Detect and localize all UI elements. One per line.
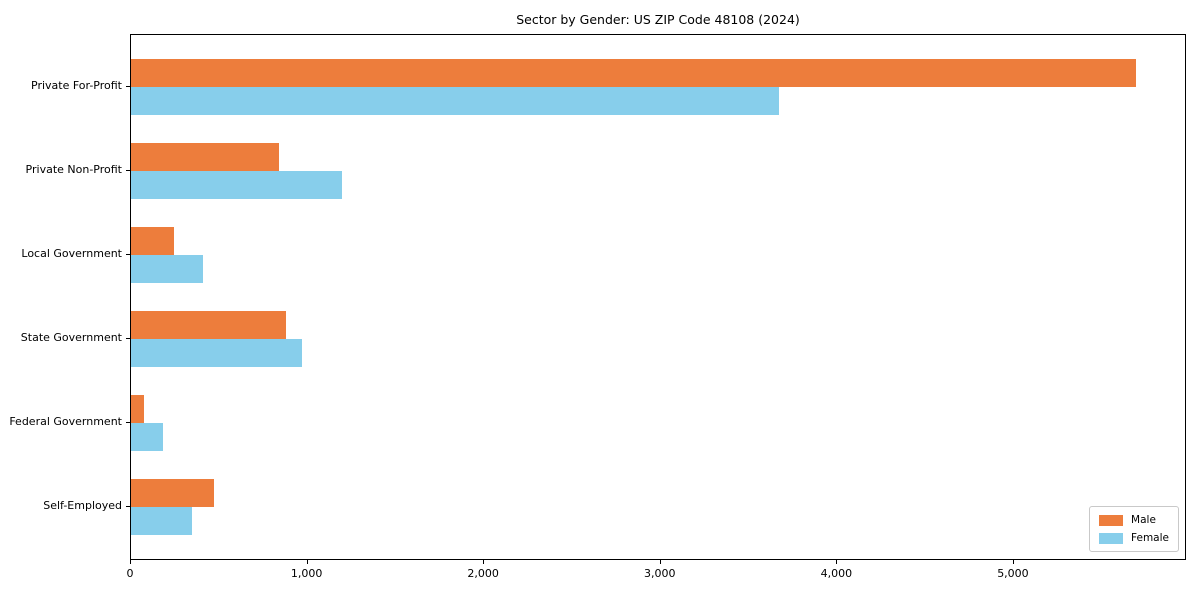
y-tick <box>126 86 130 87</box>
x-tick-label-3000: 3,000 <box>644 567 676 580</box>
bar-male-private-for-profit <box>131 59 1136 87</box>
legend-row-female: Female <box>1099 532 1169 544</box>
legend: Male Female <box>1089 506 1179 552</box>
bar-female-federal-government <box>131 423 163 451</box>
y-tick-label-self-employed: Self-Employed <box>43 499 122 512</box>
y-tick-label-private-for-profit: Private For-Profit <box>31 79 122 92</box>
plot-area: Male Female <box>130 34 1186 560</box>
bar-male-self-employed <box>131 479 214 507</box>
x-tick <box>130 560 131 564</box>
x-tick <box>306 560 308 564</box>
y-tick <box>126 338 130 339</box>
x-tick-label-4000: 4,000 <box>820 567 853 580</box>
legend-label-male: Male <box>1131 514 1156 526</box>
bar-female-self-employed <box>131 507 192 535</box>
legend-row-male: Male <box>1099 514 1169 526</box>
y-tick <box>126 170 130 171</box>
bar-male-private-non-profit <box>131 143 279 171</box>
bar-female-private-non-profit <box>131 171 342 199</box>
x-tick-label-5000: 5,000 <box>997 567 1029 580</box>
legend-label-female: Female <box>1131 532 1169 544</box>
x-tick <box>659 560 661 564</box>
y-tick <box>126 254 130 255</box>
x-tick-label-0: 0 <box>126 567 134 580</box>
x-tick <box>483 560 485 564</box>
bar-male-state-government <box>131 311 286 339</box>
y-tick <box>126 422 130 423</box>
bar-female-state-government <box>131 339 302 367</box>
bar-female-private-for-profit <box>131 87 779 115</box>
bar-male-local-government <box>131 227 174 255</box>
x-tick <box>1012 560 1014 564</box>
y-tick-label-private-non-profit: Private Non-Profit <box>25 163 122 176</box>
y-tick-label-federal-government: Federal Government <box>9 415 122 428</box>
x-tick-label-2000: 2,000 <box>467 567 499 580</box>
y-tick-label-local-government: Local Government <box>21 247 122 260</box>
y-tick-label-state-government: State Government <box>20 331 122 344</box>
legend-swatch-female <box>1099 532 1124 544</box>
y-tick <box>126 506 130 507</box>
chart-title: Sector by Gender: US ZIP Code 48108 (202… <box>516 12 800 27</box>
legend-swatch-male <box>1099 514 1124 526</box>
x-tick <box>836 560 838 564</box>
bar-male-federal-government <box>131 395 144 423</box>
x-tick-label-1000: 1,000 <box>290 567 323 580</box>
bar-female-local-government <box>131 255 203 283</box>
